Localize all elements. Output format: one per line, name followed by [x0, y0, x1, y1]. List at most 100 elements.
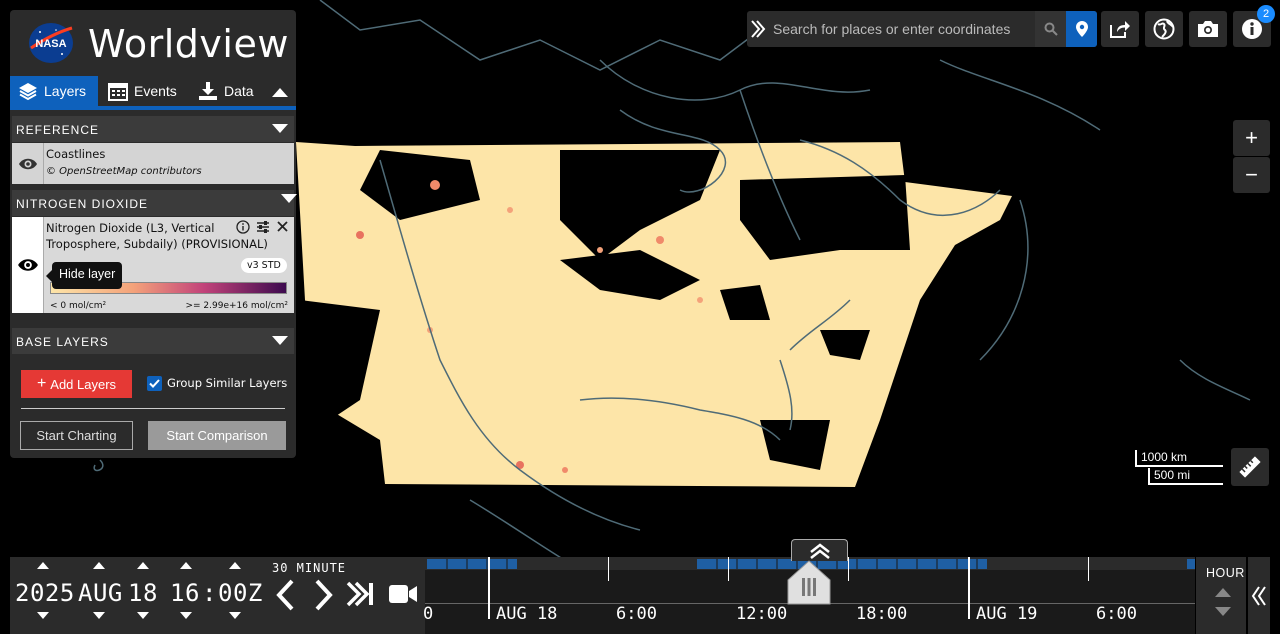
month-down-icon[interactable] — [93, 612, 105, 619]
year-down-icon[interactable] — [37, 612, 49, 619]
scale-bar: 1000 km 500 mi — [1132, 450, 1224, 486]
data-gap — [360, 150, 480, 220]
sidebar-tabs: Layers Events Data — [10, 76, 296, 110]
close-icon[interactable] — [276, 220, 289, 233]
chevron-down-icon[interactable] — [272, 336, 288, 345]
hide-layer-tooltip: Hide layer — [45, 262, 123, 289]
tab-data[interactable]: Data — [190, 76, 270, 106]
collapse-timeline-button[interactable] — [1248, 557, 1270, 634]
video-camera-icon[interactable] — [388, 583, 418, 605]
timeline-label: AUG 19 — [976, 604, 1038, 624]
data-gap — [560, 150, 720, 260]
timeline-label: 18:00 — [856, 604, 908, 624]
group-similar-label[interactable]: Group Similar Layers — [167, 376, 288, 390]
timeline-label: AUG 18 — [496, 604, 558, 624]
share-button[interactable] — [1101, 11, 1139, 47]
version-badge: v3 STD — [241, 258, 287, 273]
app-title: Worldview — [88, 22, 289, 66]
zoom-out-button[interactable]: − — [1233, 157, 1270, 193]
section-title: NITROGEN DIOXIDE — [16, 197, 149, 211]
hour-up-icon[interactable] — [180, 562, 192, 569]
snapshot-button[interactable] — [1189, 11, 1227, 47]
location-pin-button[interactable] — [1066, 11, 1097, 47]
visibility-toggle[interactable] — [12, 143, 44, 184]
checkmark-icon — [149, 379, 160, 388]
tab-layers[interactable]: Layers — [10, 76, 98, 106]
timeline[interactable]: 0 AUG 18 6:00 12:00 18:00 AUG 19 6:00 — [423, 557, 1195, 634]
minute-down-icon[interactable] — [229, 612, 241, 619]
minute-up-icon[interactable] — [229, 562, 241, 569]
date-selector: 2025 AUG 18 16 : 00Z 30 MINUTE — [10, 557, 425, 634]
notification-badge: 2 — [1257, 5, 1275, 23]
svg-text:NASA: NASA — [35, 38, 66, 50]
day-down-icon[interactable] — [137, 612, 149, 619]
search-button[interactable] — [1035, 11, 1066, 47]
globe-icon — [1153, 18, 1175, 40]
section-title: BASE LAYERS — [16, 335, 109, 349]
interval-label[interactable]: 30 MINUTE — [272, 561, 347, 575]
zoom-level-label[interactable]: HOUR — [1206, 566, 1245, 580]
timeline-major-tick — [968, 557, 970, 619]
day-input[interactable]: 18 — [128, 579, 158, 607]
layer-coastlines[interactable]: Coastlines © OpenStreetMap contributors — [12, 143, 294, 184]
nasa-logo[interactable]: NASA — [26, 20, 76, 66]
ruler-icon — [1239, 456, 1261, 478]
start-comparison-button[interactable]: Start Comparison — [148, 421, 286, 450]
time-colon: : — [202, 579, 217, 607]
layer-no2[interactable]: Nitrogen Dioxide (L3, Vertical Troposphe… — [12, 217, 294, 313]
layer-name-line2: Troposphere, Subdaily) (PROVISIONAL) — [46, 237, 268, 251]
start-charting-button[interactable]: Start Charting — [20, 421, 133, 450]
tab-events[interactable]: Events — [100, 76, 192, 106]
day-up-icon[interactable] — [137, 562, 149, 569]
add-layers-button[interactable]: + Add Layers — [21, 370, 132, 398]
expand-timeline-button[interactable] — [791, 539, 848, 561]
tab-label: Layers — [44, 83, 87, 99]
zoom-level-up-icon[interactable] — [1215, 588, 1231, 597]
timeline-major-tick — [488, 557, 490, 619]
legend-min: < 0 mol/cm² — [50, 301, 107, 311]
timeline-label: 6:00 — [616, 604, 657, 624]
data-gap — [300, 300, 380, 420]
year-input[interactable]: 2025 — [15, 579, 75, 607]
scale-km: 1000 km — [1135, 450, 1223, 467]
month-input[interactable]: AUG — [78, 579, 123, 607]
chevron-right-icon[interactable] — [313, 577, 335, 613]
expand-search-icon[interactable] — [747, 11, 769, 47]
hour-input[interactable]: 16 — [170, 579, 200, 607]
chevron-left-icon[interactable] — [274, 577, 296, 613]
year-up-icon[interactable] — [37, 562, 49, 569]
group-similar-checkbox[interactable] — [147, 376, 162, 391]
timeline-label: 12:00 — [736, 604, 788, 624]
chevron-down-icon[interactable] — [272, 124, 288, 133]
time-slider-handle[interactable] — [786, 560, 832, 605]
eye-icon — [18, 158, 37, 169]
double-chevron-up-icon — [809, 542, 830, 559]
month-up-icon[interactable] — [93, 562, 105, 569]
brand-header: NASA Worldview — [10, 10, 296, 76]
info-circle-icon[interactable] — [236, 220, 250, 234]
section-base-layers[interactable]: BASE LAYERS — [12, 328, 294, 354]
visibility-toggle[interactable] — [12, 217, 44, 313]
section-nitrogen-dioxide[interactable]: NITROGEN DIOXIDE — [12, 190, 294, 216]
search-input[interactable] — [773, 11, 1033, 47]
section-reference[interactable]: REFERENCE — [12, 116, 294, 142]
collapse-sidebar-icon[interactable] — [270, 82, 290, 102]
projection-button[interactable] — [1145, 11, 1183, 47]
data-gap — [560, 250, 700, 300]
zoom-level-down-icon[interactable] — [1215, 607, 1231, 616]
section-title: REFERENCE — [16, 123, 100, 137]
chevron-down-icon[interactable] — [281, 194, 297, 204]
minute-input[interactable]: 00Z — [218, 579, 263, 607]
double-chevron-left-icon — [1251, 585, 1266, 606]
info-button[interactable]: 2 — [1233, 5, 1275, 47]
layer-name: Coastlines — [46, 147, 106, 161]
tab-label: Data — [224, 83, 254, 99]
scale-mi: 500 mi — [1148, 468, 1223, 485]
calendar-icon — [108, 83, 128, 101]
hour-down-icon[interactable] — [180, 612, 192, 619]
sliders-icon[interactable] — [256, 220, 270, 234]
zoom-in-button[interactable]: + — [1233, 120, 1270, 156]
skip-to-end-icon[interactable] — [346, 581, 374, 607]
measure-button[interactable] — [1231, 448, 1269, 486]
